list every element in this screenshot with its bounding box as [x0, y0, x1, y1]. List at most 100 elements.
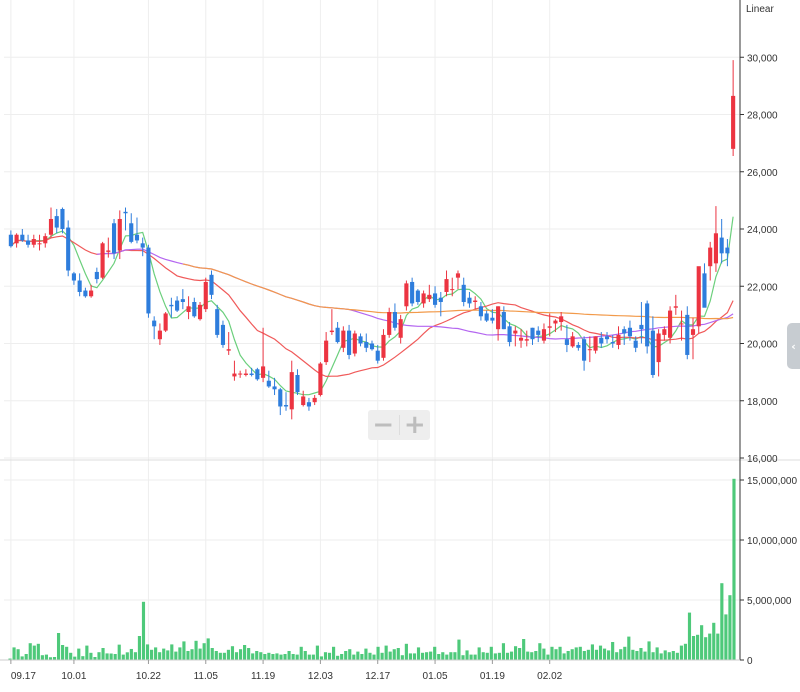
volume-bar: [166, 650, 170, 660]
candle: [186, 296, 191, 320]
candle-body: [524, 339, 529, 341]
candle-body: [713, 233, 719, 264]
candle: [249, 367, 254, 377]
volume-bar: [712, 622, 716, 660]
candle: [547, 313, 552, 337]
volume-bar: [222, 652, 226, 660]
candle-body: [341, 330, 346, 348]
volume-bar: [675, 652, 679, 660]
volume-bar: [594, 649, 599, 660]
volume-bar: [202, 643, 206, 660]
candle-body: [123, 211, 128, 214]
volume-bar: [61, 645, 65, 660]
volume-bar: [489, 646, 493, 660]
candle: [203, 277, 208, 313]
candle: [14, 233, 19, 248]
volume-bar: [671, 651, 675, 660]
volume-bar: [425, 652, 429, 660]
candle-body: [215, 309, 220, 335]
volume-bar: [558, 646, 562, 660]
zoom-in-button[interactable]: +: [403, 410, 426, 440]
candle-body: [587, 349, 592, 351]
candle-body: [329, 330, 334, 333]
volume-bar: [194, 640, 198, 660]
volume-bar: [429, 651, 433, 660]
volume-bar: [230, 646, 235, 660]
candle: [685, 306, 690, 360]
grid-lines: [0, 0, 800, 661]
candle-body: [455, 273, 461, 278]
candle: [31, 234, 36, 248]
volume-bar: [251, 653, 255, 660]
candle-body: [427, 294, 432, 300]
candle-body: [507, 326, 512, 343]
candle: [616, 326, 621, 350]
volume-bar: [679, 645, 683, 660]
candle: [54, 208, 59, 234]
volume-bar: [65, 646, 69, 660]
price-tick-label: 24,000: [747, 225, 778, 236]
side-panel-toggle[interactable]: ‹: [787, 323, 800, 369]
volume-bar: [218, 652, 222, 660]
candle-body: [656, 333, 661, 363]
candle-body: [71, 273, 76, 281]
volume-bar: [530, 652, 534, 660]
volume-bar: [659, 653, 663, 660]
volume-bar: [69, 652, 73, 660]
volume-bar: [526, 651, 530, 660]
price-tick-label: 22,000: [747, 282, 778, 293]
candle: [306, 397, 312, 411]
candle: [48, 207, 54, 238]
candle-body: [134, 234, 140, 241]
candle-body: [266, 380, 271, 387]
candle-body: [450, 289, 455, 291]
candle-body: [129, 223, 134, 242]
candle: [111, 218, 117, 260]
candle-body: [679, 323, 684, 325]
candle-body: [249, 373, 254, 375]
volume-bar: [307, 654, 311, 660]
volume-bar: [109, 653, 113, 660]
candle: [668, 306, 673, 344]
volume-bar: [412, 653, 417, 660]
candle: [467, 291, 472, 308]
volume-bar: [538, 643, 542, 660]
candle-body: [404, 283, 409, 307]
candle: [312, 395, 317, 406]
scale-mode-label[interactable]: Linear: [746, 4, 774, 15]
volume-bar: [493, 653, 497, 660]
candle: [20, 229, 25, 242]
candle-body: [48, 218, 54, 235]
candle-body: [536, 330, 541, 335]
candle: [335, 322, 340, 344]
candle-body: [478, 306, 483, 317]
candle: [106, 237, 111, 258]
candle: [473, 296, 478, 310]
zoom-out-button[interactable]: −: [372, 410, 395, 440]
candle-body: [547, 326, 552, 328]
time-tick-label: 12.17: [365, 671, 390, 682]
volume-bar: [485, 652, 489, 660]
volume-bar: [615, 652, 619, 660]
volume-bar: [93, 657, 97, 660]
volume-bar: [497, 652, 501, 660]
candle-body: [375, 350, 380, 361]
volume-bar: [158, 652, 162, 660]
candle: [438, 291, 443, 317]
candle: [421, 290, 426, 308]
candle: [197, 301, 203, 321]
volume-bar: [631, 649, 635, 660]
candle-body: [392, 312, 397, 328]
candle: [255, 367, 260, 381]
time-tick-label: 11.05: [194, 671, 219, 682]
candle-body: [610, 342, 615, 344]
volume-bar: [396, 648, 400, 660]
price-tick-label: 16,000: [747, 454, 778, 465]
candle: [564, 324, 569, 353]
candle-body: [140, 243, 145, 248]
candle-body: [60, 208, 65, 229]
candle: [192, 297, 197, 318]
candle: [450, 277, 455, 297]
candle-body: [553, 320, 558, 324]
